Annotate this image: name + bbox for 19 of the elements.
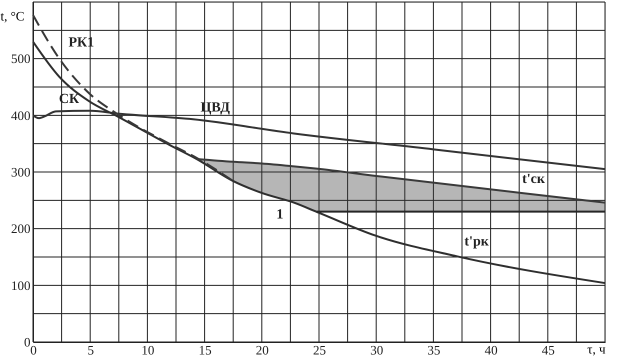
y-tick-label: 300 (11, 164, 30, 180)
y-tick-label: 200 (11, 221, 30, 236)
annotation: 1 (276, 208, 284, 223)
y-axis-title: t, °C (0, 8, 24, 24)
x-tick-label: 30 (370, 342, 384, 358)
x-tick-label: 35 (427, 342, 440, 358)
y-tick-label: 500 (11, 51, 30, 66)
x-axis-title: τ, ч (587, 342, 606, 356)
annotation: t'ск (522, 172, 546, 187)
y-tick-label: 400 (11, 108, 30, 123)
annotation: t'рк (464, 234, 490, 250)
x-tick-label: 45 (542, 342, 555, 358)
x-tick-label: 15 (198, 342, 212, 358)
x-tick-label: 20 (256, 342, 269, 358)
x-tick-label: 40 (484, 342, 498, 358)
x-tick-label: 10 (141, 342, 154, 358)
y-tick-label: 100 (11, 278, 30, 293)
x-tick-label: 25 (313, 342, 326, 358)
x-tick-label: 5 (87, 342, 94, 358)
